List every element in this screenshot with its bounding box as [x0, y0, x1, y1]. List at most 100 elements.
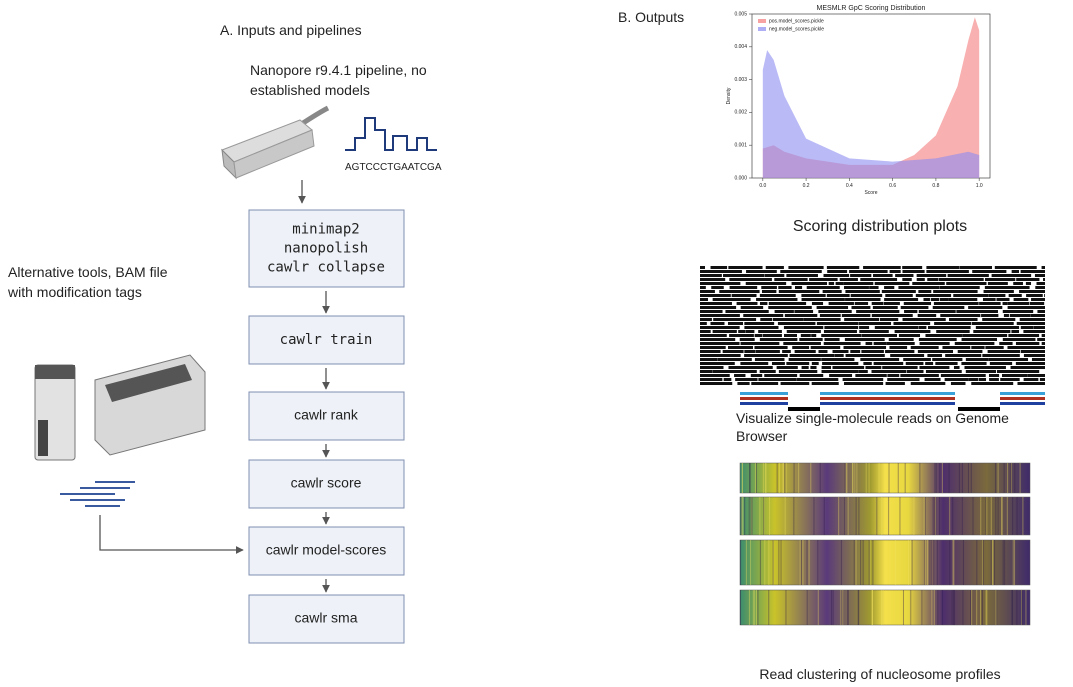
- read: [902, 278, 911, 281]
- read: [822, 362, 858, 365]
- read: [723, 274, 764, 277]
- heatmap-streak: [954, 590, 955, 625]
- read: [755, 358, 785, 361]
- heatmap-streak: [980, 590, 981, 625]
- heatmap-streak: [995, 590, 996, 625]
- read: [787, 330, 821, 333]
- read: [961, 362, 986, 365]
- heatmap-streak: [963, 540, 964, 585]
- read: [760, 370, 776, 373]
- read: [962, 338, 997, 341]
- heatmap-streak: [852, 463, 853, 493]
- read: [835, 354, 844, 357]
- read: [900, 374, 939, 377]
- read: [946, 282, 986, 285]
- read: [1042, 334, 1045, 337]
- read: [860, 358, 899, 361]
- read: [700, 278, 725, 281]
- read: [1008, 306, 1045, 309]
- read: [983, 298, 996, 301]
- heatmap-streak: [925, 497, 926, 535]
- heatmap-streak: [742, 463, 743, 493]
- heatmap-streak: [1002, 497, 1003, 535]
- read: [824, 338, 839, 341]
- read: [1012, 270, 1019, 273]
- heatmap-streak: [783, 463, 784, 493]
- read: [740, 338, 755, 341]
- read: [700, 302, 732, 305]
- heading: B. Outputs: [618, 9, 684, 25]
- read: [945, 378, 969, 381]
- read: [1035, 286, 1045, 289]
- read: [754, 346, 787, 349]
- read: [700, 282, 740, 285]
- x-tick-label: 0.8: [932, 183, 939, 189]
- track: [820, 402, 955, 405]
- heatmap-streak: [934, 590, 935, 625]
- read: [743, 314, 783, 317]
- read: [904, 310, 917, 313]
- heatmap-streak: [1017, 497, 1018, 535]
- heatmap-streak: [763, 463, 764, 493]
- read: [758, 378, 796, 381]
- read: [989, 374, 999, 377]
- read: [713, 318, 756, 321]
- read: [760, 338, 798, 341]
- read: [880, 318, 898, 321]
- read: [872, 302, 884, 305]
- read: [821, 334, 861, 337]
- heatmap-streak: [1007, 497, 1008, 535]
- read: [700, 342, 740, 345]
- heatmap-streak: [924, 497, 925, 535]
- read: [746, 282, 786, 285]
- read: [1042, 266, 1045, 269]
- signal-trace: [345, 118, 437, 150]
- heatmap-streak: [959, 463, 960, 493]
- read: [939, 286, 979, 289]
- read: [884, 286, 894, 289]
- read: [700, 318, 712, 321]
- read: [1017, 322, 1045, 325]
- read: [903, 318, 946, 321]
- y-tick-label: 0.000: [734, 175, 747, 181]
- read: [866, 342, 873, 345]
- heatmap-streak: [952, 590, 953, 625]
- y-tick-label: 0.003: [734, 77, 747, 83]
- read: [887, 374, 899, 377]
- read: [869, 286, 878, 289]
- read: [948, 274, 989, 277]
- read: [763, 334, 782, 337]
- heatmap-streak: [912, 540, 913, 585]
- heatmap-streak: [846, 463, 847, 493]
- read: [780, 270, 821, 273]
- read: [1008, 302, 1030, 305]
- step-label: cawlr train: [280, 332, 373, 348]
- read: [786, 362, 809, 365]
- heatmap-streak: [773, 540, 774, 585]
- read: [887, 342, 915, 345]
- read: [729, 278, 772, 281]
- legend-swatch: [758, 19, 766, 23]
- heatmap-streak: [1016, 590, 1017, 625]
- read: [832, 366, 864, 369]
- heatmap-streak: [962, 590, 963, 625]
- read: [700, 330, 711, 333]
- heatmap-streak: [760, 540, 761, 585]
- x-tick-label: 0.2: [803, 183, 810, 189]
- read: [916, 294, 951, 297]
- device-icon: [222, 108, 328, 178]
- read: [858, 370, 868, 373]
- read: [1011, 330, 1019, 333]
- read: [856, 310, 899, 313]
- step-label: cawlr collapse: [267, 260, 385, 276]
- read: [926, 370, 962, 373]
- read: [861, 350, 883, 353]
- read: [744, 354, 788, 357]
- heatmap-streak: [765, 463, 766, 493]
- heatmap-streak: [1004, 463, 1005, 493]
- read: [700, 382, 732, 385]
- read: [953, 294, 988, 297]
- read: [988, 294, 1005, 297]
- heatmap-streak: [743, 497, 744, 535]
- read: [1004, 314, 1009, 317]
